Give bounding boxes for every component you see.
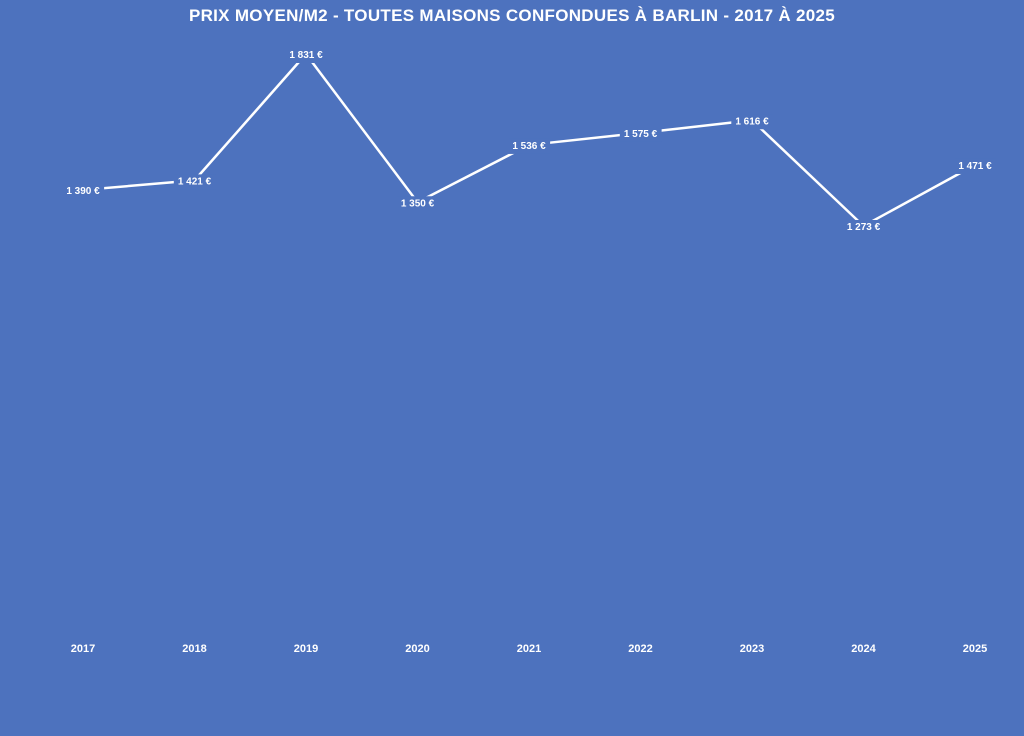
x-tick-label: 2018 <box>182 643 206 655</box>
data-label: 1 616 € <box>735 116 769 127</box>
chart-title: PRIX MOYEN/M2 - TOUTES MAISONS CONFONDUE… <box>188 6 836 25</box>
x-tick-label: 2025 <box>963 643 987 655</box>
x-tick-label: 2020 <box>405 643 429 655</box>
x-tick-label: 2021 <box>517 643 541 655</box>
data-label: 1 350 € <box>401 198 435 209</box>
data-label: 1 390 € <box>66 186 100 197</box>
x-tick-label: 2019 <box>294 643 318 655</box>
data-label: 1 575 € <box>624 129 658 140</box>
data-label: 1 273 € <box>847 222 881 233</box>
data-labels: 1 390 € 1 421 € 1 831 € 1 350 € 1 536 € 1 575… <box>62 48 997 235</box>
x-axis-labels: 2017 2018 2019 2020 2021 2022 2023 2024 2025 <box>71 643 987 655</box>
x-tick-label: 2017 <box>71 643 95 655</box>
drop-lines <box>82 64 976 625</box>
x-tick-label: 2022 <box>628 643 652 655</box>
data-label: 1 421 € <box>178 176 212 187</box>
data-label: 1 536 € <box>512 141 546 152</box>
x-tick-label: 2024 <box>851 643 876 655</box>
data-label: 1 471 € <box>958 161 992 172</box>
data-label: 1 831 € <box>289 50 323 61</box>
x-tick-label: 2023 <box>740 643 764 655</box>
